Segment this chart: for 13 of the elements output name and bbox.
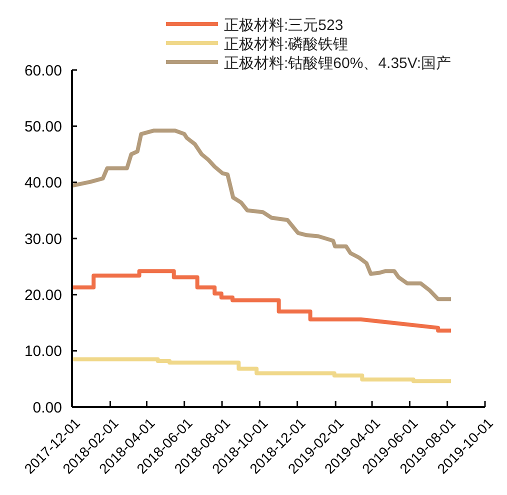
y-tick-label: 40.00 — [24, 174, 62, 192]
line-series — [70, 128, 454, 302]
legend-label: 正极材料:磷酸铁锂 — [224, 36, 348, 53]
line-series — [70, 357, 454, 384]
y-tick-label: 10.00 — [24, 343, 62, 360]
y-tick-label: 60.00 — [24, 62, 62, 80]
y-tick-label: 0.00 — [32, 399, 62, 416]
y-tick-label: 20.00 — [24, 286, 62, 304]
legend-label: 正极材料:钴酸锂60%、4.35V:国产 — [224, 55, 451, 72]
legend-label: 正极材料:三元523 — [224, 17, 344, 34]
y-tick-label: 50.00 — [24, 118, 62, 136]
y-tick-label: 30.00 — [24, 230, 62, 248]
line-series — [70, 269, 454, 333]
